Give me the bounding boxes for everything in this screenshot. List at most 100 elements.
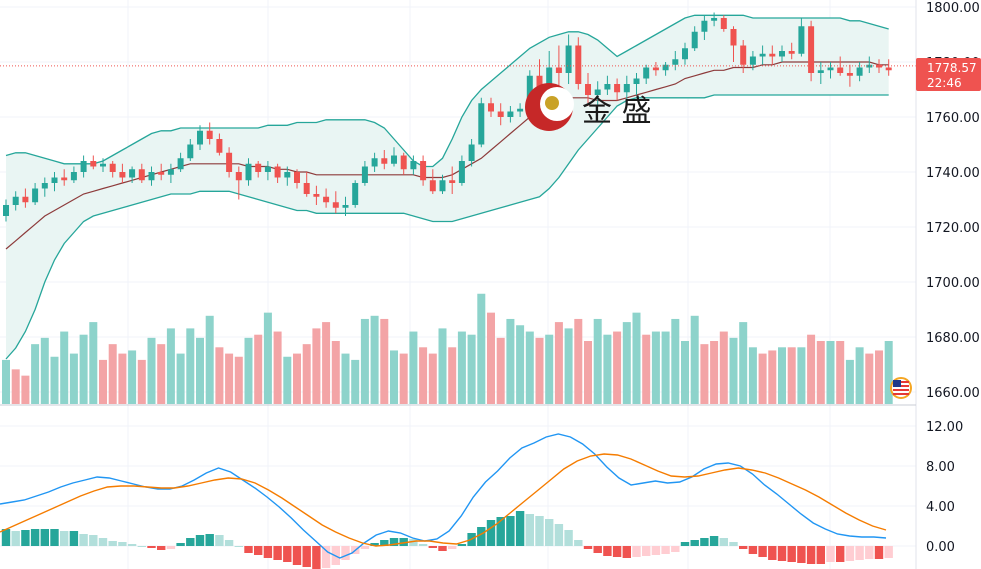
- macd-histogram-bar: [60, 531, 69, 546]
- volume-bar: [457, 331, 466, 404]
- candle-body: [12, 196, 19, 205]
- macd-histogram-bar: [108, 541, 117, 546]
- macd-histogram-bar: [603, 546, 612, 556]
- volume-bar: [196, 337, 204, 404]
- volume-bar: [797, 347, 806, 404]
- macd-histogram-bar: [709, 536, 719, 546]
- volume-bar: [205, 315, 214, 404]
- candle-body: [817, 70, 824, 73]
- candle-body: [332, 202, 339, 208]
- candle-body: [536, 75, 543, 90]
- macd-histogram-bar: [855, 546, 864, 560]
- volume-bar: [351, 359, 360, 404]
- volume-bar: [768, 350, 777, 404]
- volume-bar: [700, 344, 709, 404]
- current-price-tag: 1778.57 22:46: [916, 58, 981, 91]
- macd-histogram-bar: [671, 546, 680, 552]
- macd-histogram-bar: [545, 519, 554, 546]
- candle-body: [197, 130, 203, 145]
- candle-body: [468, 144, 475, 161]
- candle-body: [119, 172, 126, 178]
- candle-body: [740, 45, 747, 65]
- candle-body: [371, 158, 378, 167]
- volume-bar: [380, 318, 389, 404]
- macd-histogram-bar: [79, 534, 88, 546]
- candle-body: [759, 53, 766, 57]
- candle-body: [274, 166, 281, 178]
- macd-histogram-bar: [874, 546, 884, 559]
- price-tag-value: 1778.57: [927, 61, 977, 75]
- macd-axis-label: 8.00: [926, 460, 955, 475]
- macd-axis-label: 0.00: [926, 540, 955, 555]
- macd-histogram-bar: [11, 531, 20, 546]
- candle-body: [604, 84, 611, 90]
- candle-body: [517, 108, 524, 112]
- volume-bar: [603, 334, 612, 404]
- price-axis-label: 1700.00: [926, 276, 980, 291]
- macd-histogram-bar: [797, 546, 806, 563]
- volume-bar: [137, 359, 146, 404]
- volume-bar: [79, 334, 88, 404]
- macd-histogram-bar: [380, 540, 389, 546]
- macd-histogram-bar: [418, 544, 428, 546]
- macd-axis-label: 4.00: [926, 500, 955, 515]
- volume-bar: [157, 344, 166, 404]
- macd-histogram-bar: [273, 546, 282, 560]
- candle-body: [216, 139, 223, 153]
- volume-bar: [816, 341, 825, 404]
- macd-histogram-bar: [283, 546, 292, 562]
- macd-histogram-bar: [806, 546, 816, 564]
- candle-body: [158, 172, 165, 175]
- volume-bar: [419, 347, 428, 404]
- candle-body: [769, 53, 776, 57]
- candle-body: [51, 177, 58, 183]
- macd-histogram-bar: [263, 546, 273, 558]
- macd-histogram-bar: [234, 546, 243, 547]
- candle-body: [808, 26, 815, 73]
- macd-histogram-bar: [448, 546, 457, 549]
- macd-histogram-bar: [583, 546, 593, 549]
- volume-bar: [438, 328, 447, 404]
- volume-bar: [60, 331, 69, 404]
- macd-histogram: [1, 511, 893, 569]
- volume-bar: [448, 347, 457, 404]
- candle-body: [245, 163, 252, 181]
- candle-body: [429, 180, 436, 192]
- macd-histogram-bar: [622, 546, 631, 558]
- bollinger-lower-line: [5, 94, 889, 360]
- candle-body: [138, 169, 145, 181]
- volume-bar: [535, 337, 544, 404]
- macd-histogram-bar: [593, 546, 602, 553]
- macd-histogram-bar: [836, 546, 845, 562]
- volume-bar: [855, 347, 864, 404]
- macd-histogram-bar: [98, 538, 108, 546]
- macd-histogram-bar: [845, 546, 855, 561]
- candle-body: [41, 183, 48, 189]
- candle-body: [3, 205, 9, 216]
- candle-body: [352, 183, 359, 205]
- macd-histogram-bar: [254, 546, 263, 555]
- candle-body: [323, 196, 330, 203]
- volume-bar: [312, 328, 321, 404]
- candle-body: [575, 45, 582, 84]
- volume-bar: [487, 312, 495, 404]
- macd-histogram-bar: [21, 530, 30, 546]
- volume-bar: [234, 356, 243, 404]
- volume-bar: [622, 322, 631, 404]
- candle-body: [672, 59, 679, 65]
- macd-histogram-bar: [690, 540, 699, 546]
- candle-body: [22, 196, 29, 203]
- volume-bar: [710, 341, 719, 404]
- volume-bar: [293, 353, 301, 404]
- macd-histogram-bar: [30, 529, 40, 546]
- volume-bar: [40, 337, 49, 404]
- price-axis-label: 1680.00: [926, 331, 980, 346]
- us-flag-event-icon[interactable]: [890, 377, 912, 399]
- volume-bar: [748, 347, 757, 404]
- volume-bar: [525, 331, 534, 404]
- candle-body: [730, 29, 737, 46]
- macd-histogram-bar: [176, 543, 185, 546]
- macd-histogram-bar: [215, 535, 224, 546]
- volume-bar: [496, 337, 505, 404]
